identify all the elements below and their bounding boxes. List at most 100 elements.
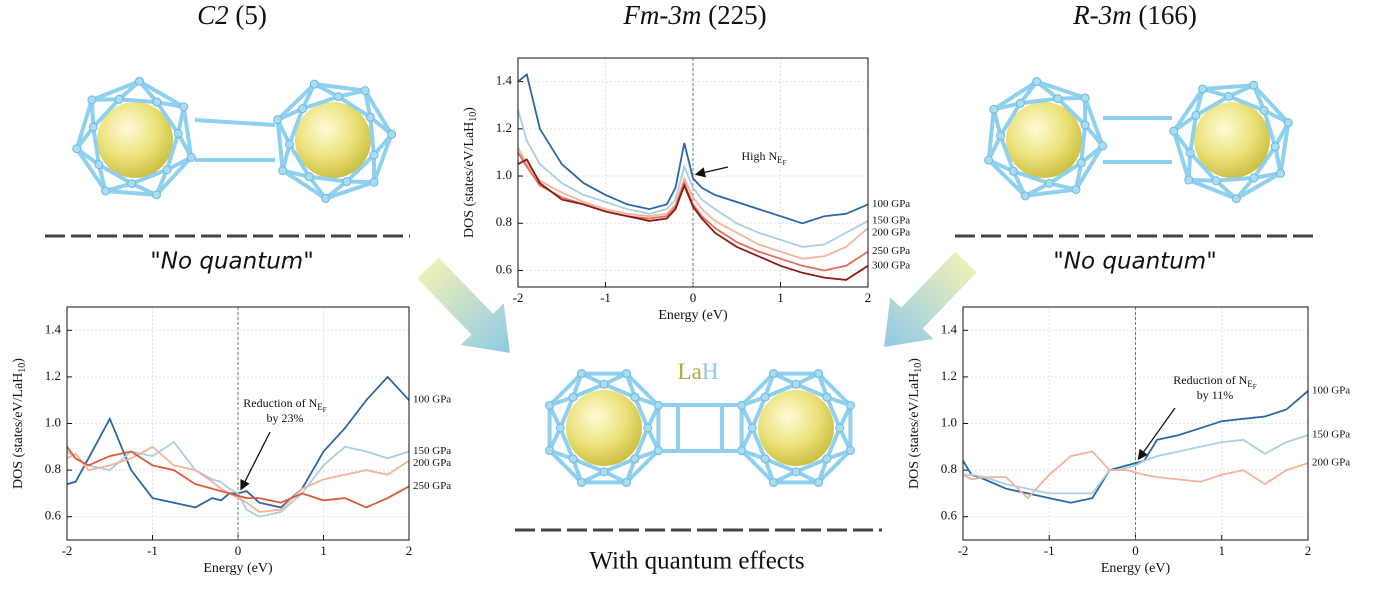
x-tick-label: -2 bbox=[62, 543, 73, 558]
h-atom bbox=[369, 177, 379, 187]
h-atom bbox=[387, 129, 397, 139]
x-tick-label: 0 bbox=[235, 543, 242, 558]
h-bond bbox=[991, 79, 1039, 112]
h-atom bbox=[555, 423, 565, 433]
annotation: Reduction of NEF bbox=[1173, 373, 1257, 391]
h-bond bbox=[280, 142, 292, 173]
h-bond bbox=[176, 104, 186, 136]
y-tick-label: 1.2 bbox=[496, 120, 512, 135]
legend-label: 200 GPa bbox=[1312, 457, 1350, 469]
h-atom bbox=[822, 454, 832, 464]
series-line bbox=[517, 72, 869, 225]
h-atom bbox=[173, 129, 183, 139]
h-bond bbox=[154, 167, 170, 197]
h-bond bbox=[91, 125, 101, 167]
h-bond bbox=[632, 395, 650, 430]
h-bond bbox=[1073, 143, 1105, 192]
h-bond bbox=[300, 82, 317, 111]
series-line bbox=[963, 434, 1309, 495]
h-bond bbox=[624, 371, 661, 408]
h-bond bbox=[344, 179, 377, 185]
series-line bbox=[962, 390, 1309, 504]
text-part: DOS (states/eV/LaH bbox=[11, 373, 26, 489]
h-bond bbox=[547, 371, 584, 408]
h-atom bbox=[1185, 148, 1195, 158]
series-line bbox=[962, 450, 1309, 500]
text-part: 10 bbox=[913, 363, 924, 373]
h-atom bbox=[1080, 93, 1090, 103]
x-tick-label: -1 bbox=[147, 543, 158, 558]
h-bond bbox=[1018, 96, 1060, 106]
y-axis-label: DOS (states/eV/LaH10) bbox=[462, 107, 479, 238]
y-tick-label: 1.0 bbox=[45, 414, 61, 429]
text-part: High N bbox=[741, 149, 777, 163]
h-bond bbox=[165, 155, 194, 172]
h-bond bbox=[1171, 86, 1205, 134]
h-atom bbox=[1020, 191, 1030, 201]
h-bond bbox=[103, 188, 159, 197]
y-tick-label: 0.8 bbox=[45, 461, 61, 476]
legend-label: 150 GPa bbox=[1312, 429, 1350, 441]
h-atom bbox=[1169, 126, 1179, 136]
text-part: ) bbox=[907, 358, 922, 363]
legend-label: 200 GPa bbox=[872, 226, 910, 238]
x-tick-label: 2 bbox=[1305, 543, 1312, 558]
x-tick-label: 1 bbox=[1219, 543, 1226, 558]
text-part: H bbox=[702, 359, 719, 384]
h-atom bbox=[630, 392, 640, 402]
h-bond bbox=[307, 174, 349, 184]
h-bond bbox=[816, 371, 853, 408]
h-bond bbox=[816, 448, 853, 485]
h-bond bbox=[287, 106, 305, 147]
h-bond bbox=[1055, 96, 1088, 128]
h-atom bbox=[1098, 141, 1108, 151]
h-atom bbox=[1231, 194, 1241, 204]
h-atom bbox=[152, 97, 162, 107]
y-axis-label: DOS (states/eV/LaH10) bbox=[907, 358, 924, 489]
h-bond bbox=[1251, 83, 1267, 113]
h-atom bbox=[162, 165, 172, 175]
x-tick-label: -2 bbox=[958, 543, 969, 558]
h-bond bbox=[1034, 79, 1060, 101]
h-bond bbox=[275, 117, 285, 173]
h-atom bbox=[360, 86, 370, 96]
h-bond bbox=[368, 115, 394, 137]
h-bond bbox=[1023, 187, 1078, 198]
h-bond bbox=[96, 162, 134, 186]
text-part: (225) bbox=[708, 0, 766, 30]
h-atom bbox=[996, 131, 1006, 141]
y-tick-label: 1.2 bbox=[941, 368, 957, 383]
text-part: F bbox=[783, 159, 787, 167]
h-bond bbox=[307, 174, 328, 201]
x-axis-label: Energy (eV) bbox=[1101, 561, 1171, 576]
x-tick-label: -2 bbox=[513, 290, 524, 305]
x-tick-label: -1 bbox=[1044, 543, 1055, 558]
la-atom bbox=[758, 390, 834, 466]
h-bond bbox=[89, 97, 96, 130]
h-bond bbox=[1034, 79, 1088, 100]
h-bond bbox=[1011, 169, 1028, 198]
h-bond bbox=[1083, 123, 1105, 148]
h-bond bbox=[96, 162, 108, 193]
x-tick-label: 0 bbox=[690, 290, 697, 305]
text-part: (166) bbox=[1138, 0, 1196, 30]
h-atom bbox=[845, 446, 855, 456]
h-bond bbox=[991, 101, 1023, 112]
y-tick-label: 0.8 bbox=[496, 214, 512, 229]
h-atom bbox=[114, 94, 124, 104]
h-atom bbox=[768, 369, 778, 379]
h-bond bbox=[275, 106, 305, 122]
h-atom bbox=[94, 160, 104, 170]
h-bond bbox=[363, 88, 373, 120]
y-axis-label: DOS (states/eV/LaH10) bbox=[11, 358, 28, 489]
h-bond bbox=[1047, 160, 1084, 186]
h-bond bbox=[1251, 171, 1283, 180]
h-bond bbox=[323, 179, 349, 201]
text-part: C2 bbox=[197, 0, 229, 30]
h-bond bbox=[1073, 160, 1084, 192]
h-atom bbox=[760, 454, 770, 464]
h-bond bbox=[280, 168, 328, 201]
h-atom bbox=[1015, 98, 1025, 108]
h-atom bbox=[186, 152, 196, 162]
h-atom bbox=[1249, 80, 1259, 90]
